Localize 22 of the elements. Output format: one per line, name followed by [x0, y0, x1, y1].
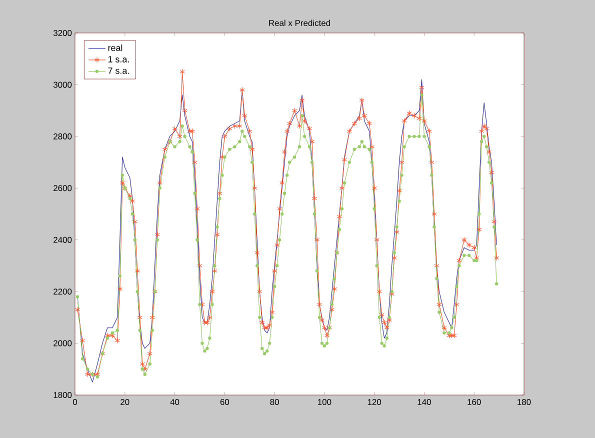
x-tick-label: 180 — [518, 399, 531, 406]
x-tick-label: 100 — [318, 399, 332, 406]
x-tick-label: 20 — [120, 399, 130, 406]
y-tick-label: 1800 — [54, 392, 72, 398]
x-tick-label: 60 — [220, 399, 230, 406]
x-tick-label: 160 — [468, 399, 481, 406]
y-tick-label: 2200 — [54, 288, 72, 295]
chart-title: Real x Predicted — [269, 20, 330, 26]
y-tick-label: 3200 — [53, 30, 72, 36]
y-tick-label: 3000 — [53, 82, 72, 88]
legend-label: real — [108, 44, 122, 52]
y-tick-label: 2000 — [54, 340, 72, 346]
legend-label: 1 s.a. — [108, 56, 129, 62]
x-tick-label: 80 — [270, 399, 279, 406]
x-tick-label: 40 — [170, 399, 180, 406]
y-tick-label: 2600 — [54, 185, 72, 192]
x-tick-label: 0 — [72, 399, 78, 406]
y-tick-label: 2800 — [54, 133, 72, 140]
legend-label: 7 s.a. — [108, 68, 129, 74]
x-tick-label: 120 — [368, 399, 382, 406]
x-tick-label: 140 — [418, 399, 431, 406]
y-tick-label: 2400 — [54, 236, 72, 243]
